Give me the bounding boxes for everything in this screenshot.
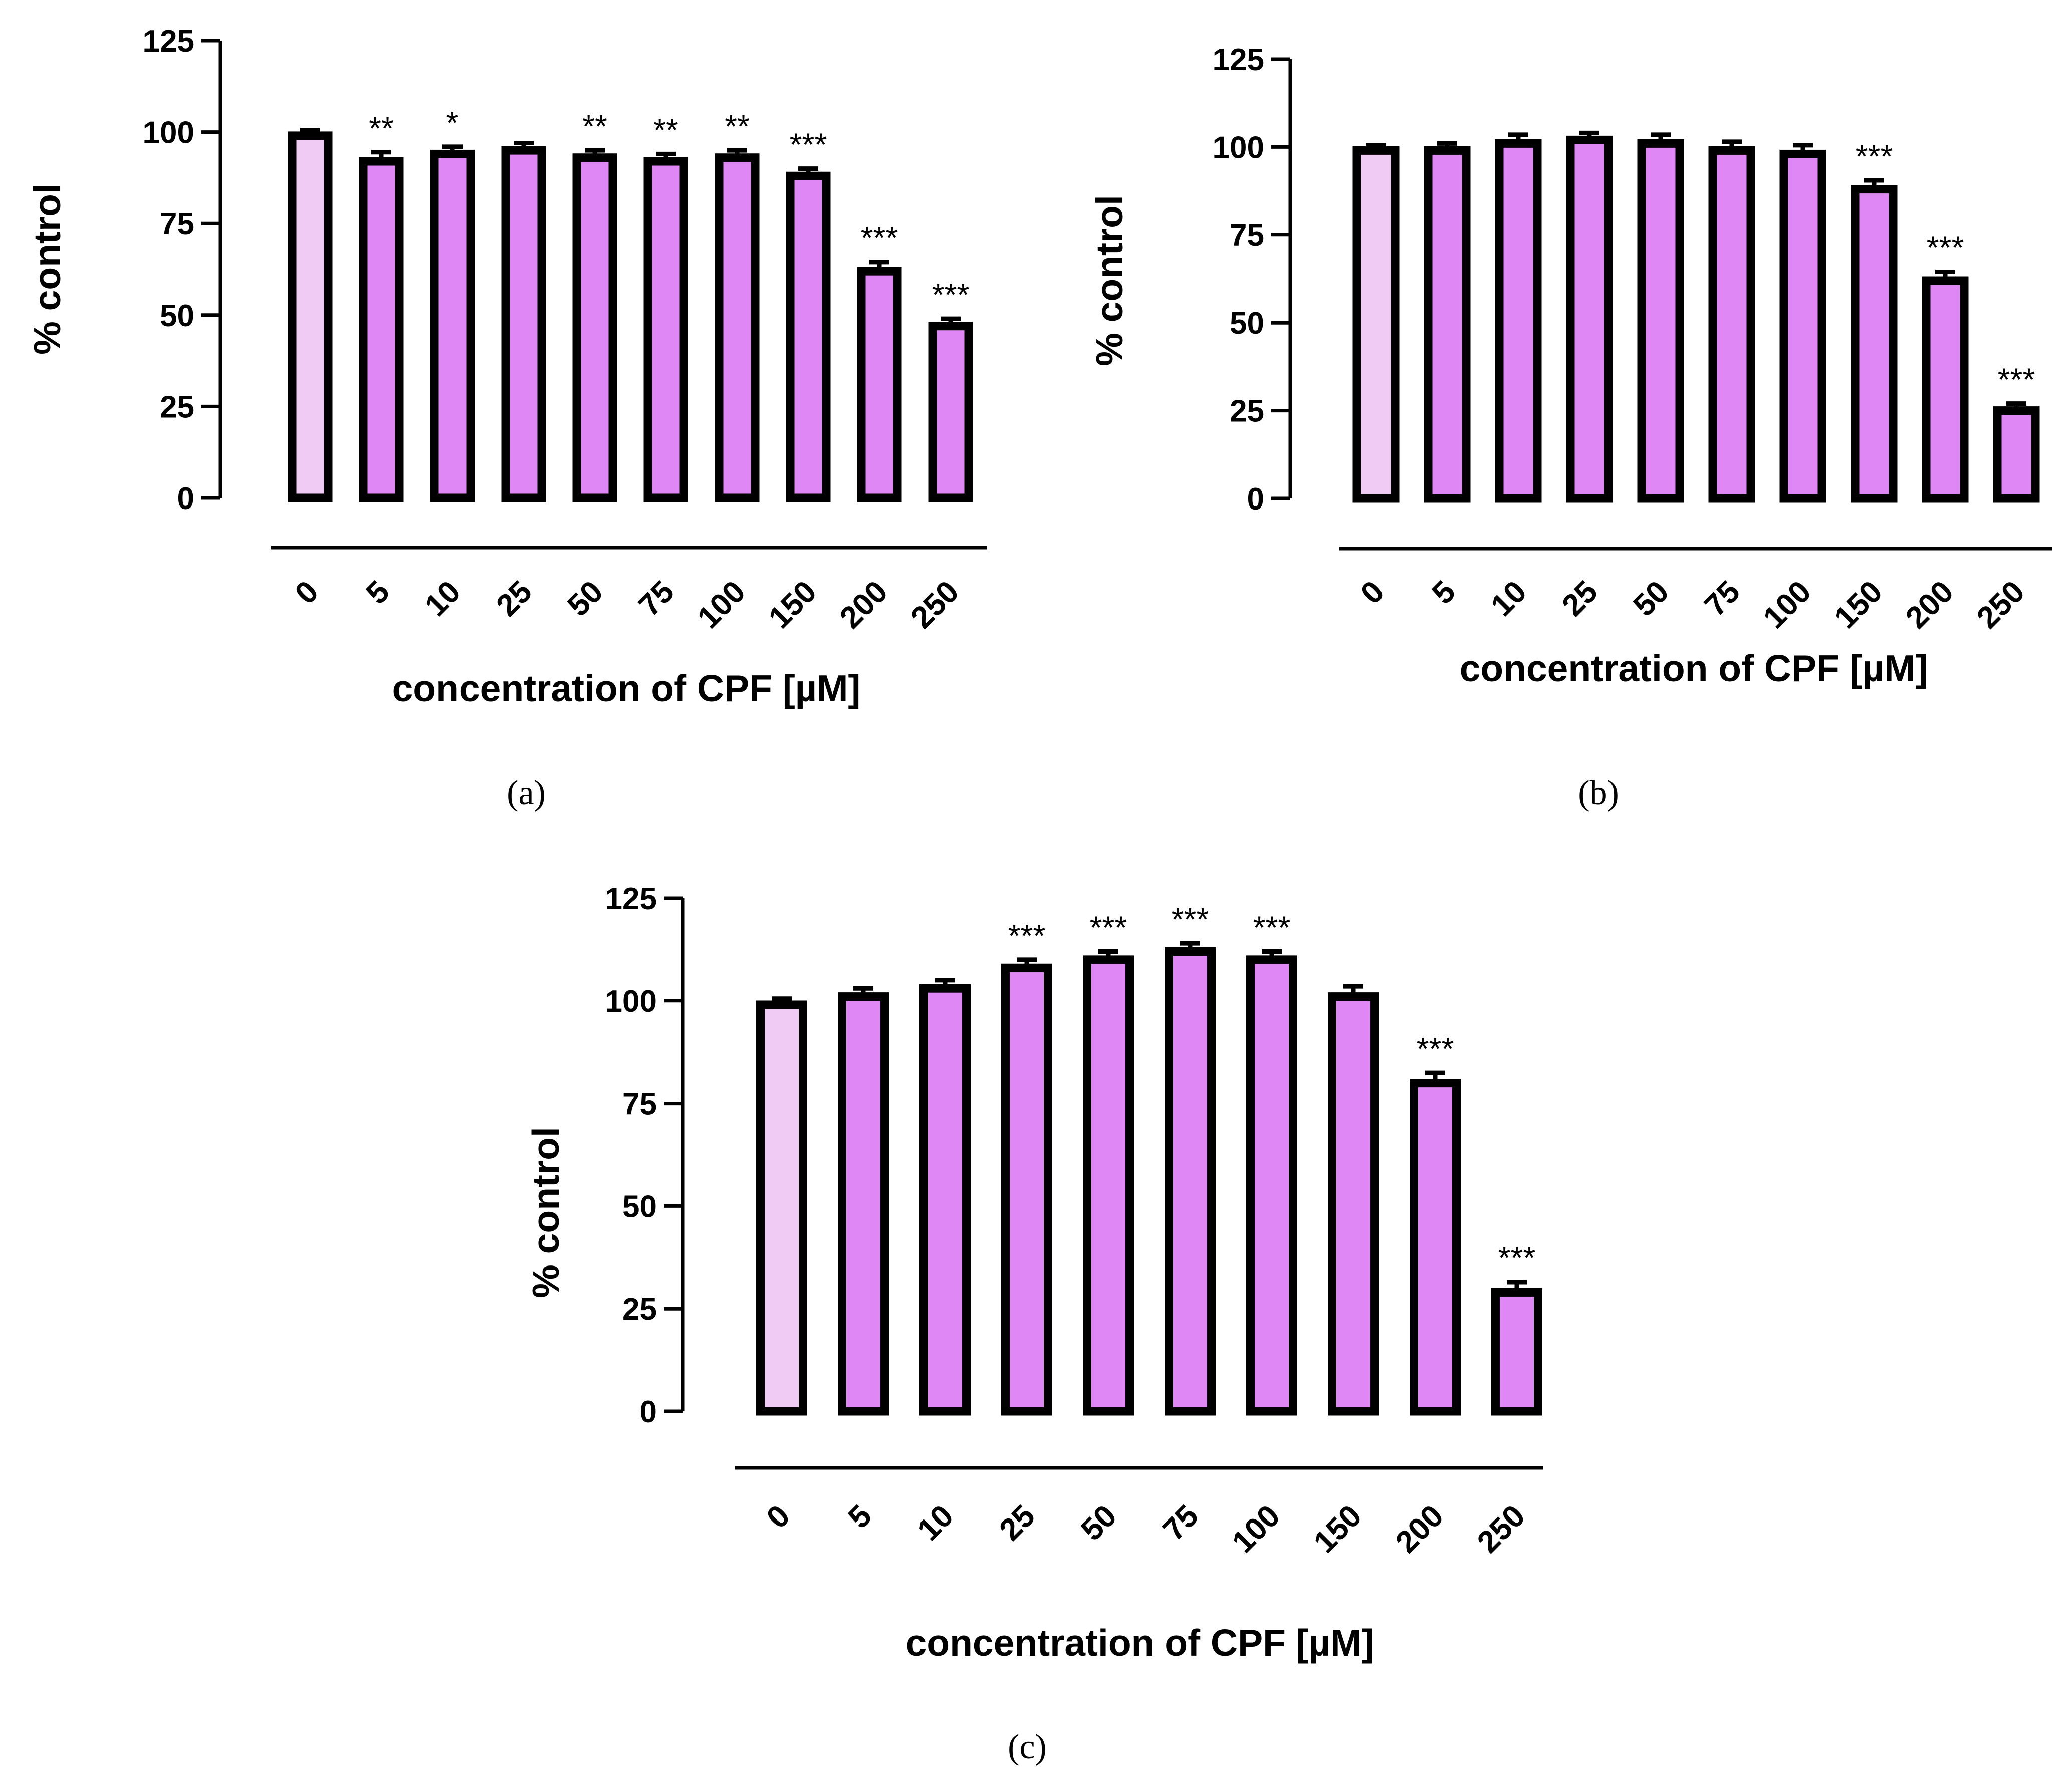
y-tick-label: 75 <box>160 207 194 241</box>
y-tick-label: 25 <box>160 390 194 424</box>
bar <box>715 153 760 502</box>
bar <box>1328 992 1379 1416</box>
significance-label: ** <box>725 108 750 144</box>
significance-label: *** <box>1498 1240 1536 1276</box>
y-tick-label: 0 <box>640 1395 657 1429</box>
bar <box>838 992 889 1416</box>
bar <box>1922 276 1969 503</box>
bar <box>1851 185 1898 503</box>
y-tick-label: 75 <box>1230 218 1264 253</box>
significance-label: ** <box>582 108 607 144</box>
bar <box>857 267 902 502</box>
significance-label: *** <box>1090 909 1127 945</box>
bar <box>1410 1079 1461 1416</box>
bar <box>1637 139 1684 503</box>
significance-label: *** <box>790 127 827 163</box>
y-tick-label: 50 <box>160 299 194 333</box>
bar <box>919 984 971 1416</box>
panel-label: (c) <box>1008 1728 1047 1766</box>
bar <box>1246 955 1297 1416</box>
y-tick-label: 0 <box>1247 482 1264 517</box>
y-axis-title: % control <box>1088 195 1130 366</box>
significance-label: *** <box>1856 138 1893 174</box>
y-tick-label: 25 <box>1230 394 1264 429</box>
y-axis-title: % control <box>26 183 68 355</box>
significance-label: * <box>446 105 459 141</box>
bar <box>1779 149 1826 503</box>
significance-label: *** <box>1998 362 2035 398</box>
y-tick-label: 125 <box>143 24 194 59</box>
y-tick-label: 100 <box>605 984 657 1019</box>
significance-label: *** <box>1253 909 1291 945</box>
significance-label: *** <box>932 277 970 313</box>
bar <box>1708 146 1755 503</box>
significance-label: ** <box>369 110 394 146</box>
y-tick-label: 125 <box>1213 43 1264 77</box>
bar <box>1993 406 2040 503</box>
bar <box>1083 955 1134 1416</box>
bar <box>1352 146 1400 503</box>
x-axis-title: concentration of CPF [µM] <box>392 667 861 709</box>
significance-label: *** <box>1008 918 1046 954</box>
y-tick-label: 50 <box>622 1189 657 1224</box>
significance-label: *** <box>861 220 898 256</box>
y-tick-label: 100 <box>1213 130 1264 165</box>
panel-label: (b) <box>1578 774 1619 812</box>
significance-label: ** <box>653 112 678 148</box>
x-axis-title: concentration of CPF [µM] <box>1460 647 1928 689</box>
bar <box>786 171 831 502</box>
bar <box>501 146 546 502</box>
bar <box>288 131 333 502</box>
bar <box>1424 146 1471 503</box>
bar <box>430 149 475 502</box>
bar <box>756 1000 807 1416</box>
y-tick-label: 125 <box>605 882 657 916</box>
bar <box>359 157 404 502</box>
bar <box>1566 135 1613 503</box>
significance-label: *** <box>1417 1031 1454 1067</box>
bar <box>1165 947 1216 1416</box>
bar <box>572 153 617 502</box>
panel-label: (a) <box>507 774 546 812</box>
y-tick-label: 0 <box>177 481 194 516</box>
y-axis-title: % control <box>525 1127 567 1298</box>
y-tick-label: 100 <box>143 116 194 150</box>
significance-label: *** <box>1172 901 1209 937</box>
bar <box>1491 1288 1542 1416</box>
x-axis-title: concentration of CPF [µM] <box>906 1622 1374 1664</box>
bar <box>1495 139 1542 503</box>
y-tick-label: 75 <box>622 1087 657 1122</box>
significance-label: *** <box>1927 229 1964 266</box>
y-tick-label: 50 <box>1230 306 1264 341</box>
bar <box>1001 963 1052 1416</box>
bar <box>928 322 973 502</box>
bar <box>643 157 688 502</box>
y-tick-label: 25 <box>622 1292 657 1327</box>
